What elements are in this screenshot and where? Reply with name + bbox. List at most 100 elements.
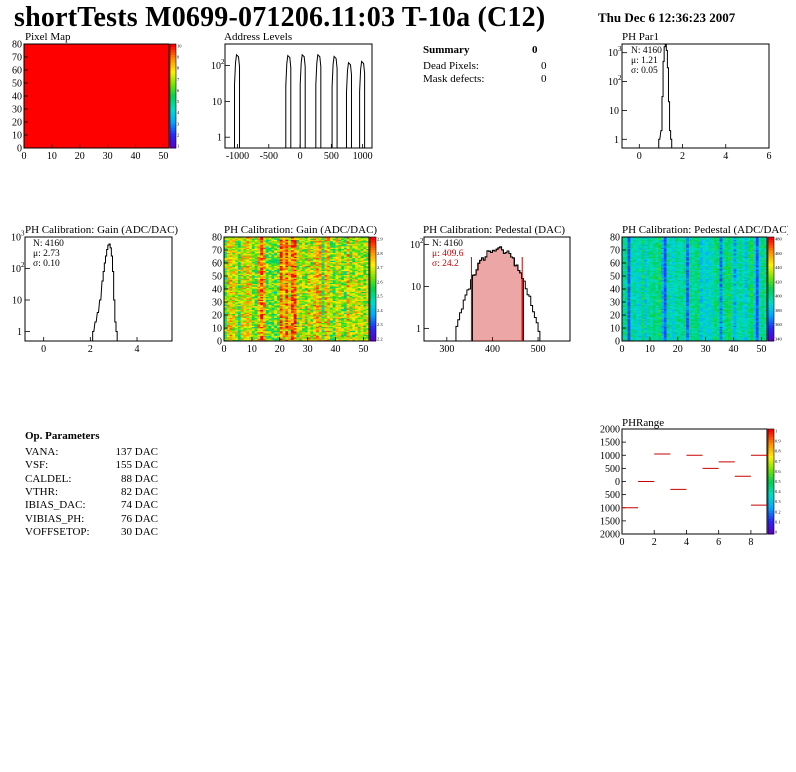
gain-map-cell: [265, 324, 269, 326]
gain-map-cell: [279, 322, 283, 325]
gain-map-cell: [332, 317, 336, 320]
pedestal-map-cell: [633, 263, 637, 265]
gain-map-cell: [304, 300, 308, 303]
pedestal-map-cell: [630, 250, 634, 252]
gain-map-cell: [224, 256, 228, 259]
gain-map-cell: [293, 269, 297, 272]
gain-map-cell: [282, 330, 286, 333]
gain-map-cell: [318, 273, 322, 275]
gain-map-cell: [360, 338, 364, 340]
gain-map-cell: [296, 305, 300, 308]
gain-map-cell: [335, 318, 339, 321]
gain-map-cell: [355, 238, 359, 240]
gain-map-cell: [329, 265, 334, 268]
palette-cell: [370, 320, 376, 324]
pedestal-map-cell: [622, 299, 626, 301]
stats-mean: μ: 409.6: [432, 249, 464, 259]
gain-map-cell: [276, 287, 281, 290]
gain-map-cell: [226, 290, 230, 292]
pedestal-map-cell: [630, 261, 634, 264]
op-param-value: 30 DAC: [121, 525, 158, 538]
gain-map-cell: [332, 290, 336, 292]
gain-map-cell: [332, 335, 336, 338]
gain-map-cell: [360, 281, 364, 283]
pedestal-map-cell: [622, 326, 626, 329]
gain-map-cell: [307, 287, 311, 290]
gain-map-cell: [341, 274, 345, 277]
gain-map-cell: [279, 324, 283, 326]
gain-map-cell: [276, 270, 281, 273]
gain-map-cell: [335, 312, 339, 314]
gain-map-cell: [282, 303, 286, 305]
gain-map-cell: [366, 239, 370, 242]
gain-map-cell: [316, 274, 320, 277]
gain-map-cell: [268, 269, 272, 272]
gain-map-cell: [271, 321, 275, 324]
gain-map-cell: [304, 266, 308, 269]
gain-map-cell: [321, 278, 325, 281]
gain-map-cell: [366, 261, 370, 264]
gain-map-cell: [229, 300, 233, 303]
gain-map-cell: [352, 290, 356, 292]
pedestal-map-cell: [630, 260, 634, 262]
gain-map-cell: [260, 330, 264, 333]
gain-map-cell: [313, 320, 317, 322]
gain-map-cell: [296, 255, 300, 257]
gain-map-cell: [271, 325, 275, 327]
gain-map-cell: [249, 311, 253, 313]
gain-map-cell: [318, 307, 322, 309]
gain-map-cell: [366, 333, 370, 335]
pedestal-map-cell: [624, 318, 628, 321]
gain-map-cell: [366, 242, 370, 244]
mask-defects-label: Mask defects:: [423, 73, 485, 85]
gain-map-cell: [343, 291, 347, 294]
gain-map-cell: [268, 277, 272, 279]
gain-map-cell: [240, 290, 244, 292]
gain-map-cell: [327, 257, 331, 260]
gain-map-cell: [254, 246, 258, 248]
gain-map-cell: [296, 291, 300, 294]
gain-map-cell: [271, 308, 275, 311]
gain-map-cell: [276, 315, 281, 317]
gain-map-cell: [299, 317, 303, 320]
gain-map-cell: [293, 289, 297, 291]
gain-map-cell: [243, 315, 247, 317]
gain-map-cell: [341, 317, 345, 320]
gain-map-cell: [293, 285, 297, 287]
gain-map-cell: [352, 299, 356, 301]
pedestal-map-cell: [624, 295, 628, 298]
gain-map-cell: [254, 316, 258, 318]
pedestal-map-cell: [627, 331, 631, 334]
gain-map-cell: [290, 330, 295, 333]
gain-map-cell: [224, 278, 228, 281]
gain-map-cell: [271, 250, 275, 252]
gain-map-cell: [355, 247, 359, 249]
gain-map-cell: [338, 276, 342, 278]
gain-map-cell: [327, 260, 331, 262]
palette-tick-label: 8: [177, 66, 180, 71]
gain-map-cell: [274, 252, 278, 255]
gain-map-cell: [268, 278, 272, 281]
gain-map-cell: [321, 338, 325, 340]
gain-map-cell: [232, 255, 236, 257]
gain-map-cell: [360, 261, 364, 264]
gain-map-cell: [260, 313, 264, 316]
gain-map-cell: [268, 330, 272, 333]
gain-map-cell: [268, 270, 272, 273]
gain-map-cell: [226, 244, 230, 247]
gain-map-cell: [257, 330, 261, 333]
pedestal-map-cell: [622, 250, 626, 252]
gain-map-cell: [251, 285, 255, 287]
gain-map-cell: [329, 247, 334, 249]
pedestal-map-cell: [638, 320, 642, 322]
gain-map-cell: [271, 303, 275, 305]
gain-map-cell: [299, 237, 303, 239]
gain-map-cell: [296, 251, 300, 253]
gain-map-cell: [285, 328, 289, 330]
gain-map-cell: [316, 308, 320, 311]
gain-map-cell: [357, 315, 361, 317]
gain-map-cell: [335, 328, 339, 330]
gain-map-cell: [313, 325, 317, 327]
gain-map-cell: [285, 237, 289, 239]
gain-map-cell: [357, 263, 361, 265]
